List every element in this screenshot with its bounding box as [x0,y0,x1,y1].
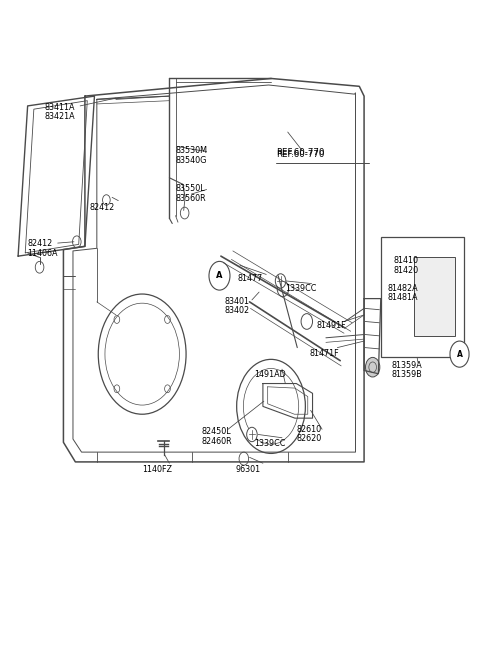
Text: 82412: 82412 [28,239,53,248]
Text: REF.60-770: REF.60-770 [276,148,324,157]
Text: 83402: 83402 [225,306,250,316]
Circle shape [277,281,288,297]
Circle shape [365,358,380,377]
Text: 11406A: 11406A [28,249,58,258]
Circle shape [239,452,249,465]
Circle shape [276,274,286,288]
Circle shape [247,427,257,441]
Circle shape [450,341,469,367]
Text: 83550L: 83550L [176,184,205,194]
Text: 96301: 96301 [235,465,260,474]
Text: 81410: 81410 [394,256,419,265]
Text: 81420: 81420 [394,266,419,275]
Text: A: A [456,350,462,359]
Text: 83421A: 83421A [44,112,75,121]
Text: 1339CC: 1339CC [254,439,286,448]
Text: 82460R: 82460R [202,437,232,446]
Text: 83530M: 83530M [176,146,207,155]
Text: 81482A: 81482A [388,283,419,293]
Text: 1140FZ: 1140FZ [142,465,172,474]
Text: REF.60-770: REF.60-770 [276,150,324,159]
Text: 82610: 82610 [296,424,322,434]
Text: 82450L: 82450L [202,427,231,436]
Text: 81359A: 81359A [392,361,422,370]
Bar [381,237,464,358]
Text: 81491F: 81491F [316,321,346,331]
Text: 83540G: 83540G [176,156,207,165]
Circle shape [301,314,312,329]
Text: 81471F: 81471F [309,349,339,358]
Text: 1339CC: 1339CC [285,284,317,293]
Bar [414,257,455,336]
Text: 82620: 82620 [296,434,322,443]
Text: 83401: 83401 [225,297,250,306]
Text: 81477: 81477 [238,274,263,283]
Text: 81359B: 81359B [392,371,422,379]
Circle shape [209,261,230,290]
Text: 83560R: 83560R [176,194,206,203]
Text: 83411A: 83411A [44,102,75,112]
Text: 1491AD: 1491AD [254,371,286,379]
Text: 81481A: 81481A [388,293,419,302]
Text: A: A [216,271,223,280]
Text: 82412: 82412 [90,203,115,212]
